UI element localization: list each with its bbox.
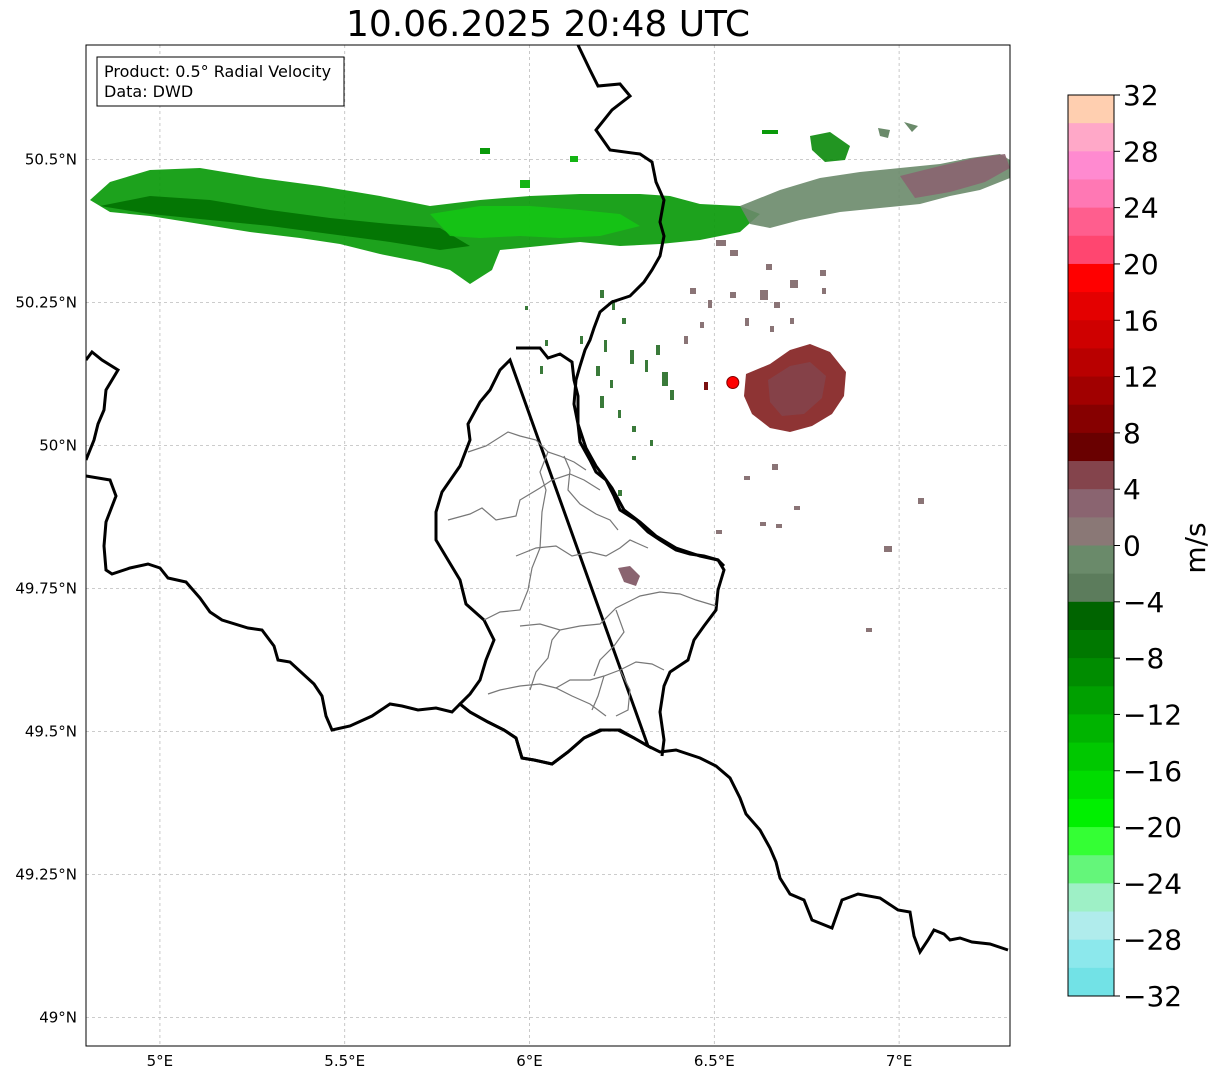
gridlines <box>86 45 1010 1046</box>
colorbar-tick-label: 16 <box>1123 304 1159 337</box>
lat-tick-label: 49.75°N <box>15 579 77 597</box>
border-luxembourg <box>434 346 726 766</box>
colorbar-tick-label: −32 <box>1123 980 1182 1013</box>
echo-band-east-mauve <box>900 154 1010 198</box>
lon-tick-label: 7°E <box>886 1052 913 1070</box>
echo-band-green-dark <box>100 196 470 250</box>
colorbar-segment <box>1068 686 1114 715</box>
colorbar-segment <box>1068 883 1114 913</box>
longitude-tick-labels: 5°E 5.5°E 6°E 6.5°E 7°E <box>147 1052 913 1070</box>
colorbar-segment <box>1068 545 1114 575</box>
lat-tick-label: 50.25°N <box>15 293 77 311</box>
colorbar-tick-labels: 32 28 24 20 16 12 8 4 0 −4 −8 −12 −16 −20 −24 −28 −32 <box>1114 79 1182 1013</box>
colorbar-segment <box>1068 658 1114 687</box>
lat-tick-label: 50.5°N <box>25 150 77 168</box>
colorbar-tick-label: −12 <box>1123 698 1182 731</box>
lat-tick-label: 49.5°N <box>25 722 77 740</box>
colorbar-tick-label: 12 <box>1123 361 1159 394</box>
map-area <box>85 44 1011 1047</box>
colorbar-segment <box>1068 798 1114 828</box>
colorbar-unit-label: m/s <box>1179 522 1212 573</box>
map-borders <box>86 45 1009 956</box>
colorbar-segment <box>1068 292 1114 321</box>
luxembourg-districts <box>447 431 717 717</box>
colorbar-segment <box>1068 263 1114 293</box>
echo-small-1 <box>480 148 490 154</box>
colorbar-tick-label: −20 <box>1123 811 1182 844</box>
lat-tick-label: 50°N <box>39 436 77 454</box>
colorbar-tick-label: −4 <box>1123 586 1164 619</box>
colorbar-tick-label: −16 <box>1123 755 1182 788</box>
colorbar-tick-label: −8 <box>1123 642 1164 675</box>
colorbar-segment <box>1068 601 1114 631</box>
colorbar-tick-label: 20 <box>1123 248 1159 281</box>
colorbar-segment <box>1068 461 1114 490</box>
info-product-text: Product: 0.5° Radial Velocity <box>104 62 331 81</box>
colorbar-segment <box>1068 517 1114 546</box>
latitude-tick-labels: 50.5°N 50.25°N 50°N 49.75°N 49.5°N 49.25°N 49°… <box>15 150 77 1026</box>
colorbar-segment <box>1068 573 1114 603</box>
echo-band-green <box>90 168 760 284</box>
colorbar-segment <box>1068 939 1114 969</box>
radar-echoes <box>90 122 1010 632</box>
echo-cell-ne2 <box>878 128 890 138</box>
colorbar-segment <box>1068 207 1114 237</box>
radar-site-marker[interactable] <box>726 375 740 389</box>
colorbar-segment <box>1068 489 1114 518</box>
colorbar-segment <box>1068 376 1114 406</box>
colorbar: 32 28 24 20 16 12 8 4 0 −4 −8 −12 −16 −20 −24 −28 −32 m/… <box>1067 79 1212 1013</box>
echo-cell-ne3 <box>904 122 918 132</box>
colorbar-segment <box>1068 179 1114 209</box>
colorbar-segment <box>1068 967 1114 997</box>
echo-small-2 <box>570 156 578 162</box>
colorbar-segment <box>1068 123 1114 152</box>
colorbar-segments <box>1068 95 1114 997</box>
colorbar-segment <box>1068 320 1114 349</box>
echo-small-4 <box>762 130 778 134</box>
colorbar-segment <box>1068 235 1114 265</box>
colorbar-tick-label: 4 <box>1123 473 1141 506</box>
colorbar-segment <box>1068 432 1114 462</box>
map-title: 10.06.2025 20:48 UTC <box>345 4 751 45</box>
colorbar-segment <box>1068 742 1114 772</box>
echo-receding-small <box>704 382 708 390</box>
colorbar-segment <box>1068 770 1114 800</box>
colorbar-tick-label: −24 <box>1123 867 1182 900</box>
lon-tick-label: 6.5°E <box>694 1052 735 1070</box>
echo-ring-clutter <box>525 290 674 496</box>
colorbar-segment <box>1068 95 1114 124</box>
lon-tick-label: 6°E <box>516 1052 543 1070</box>
colorbar-tick-label: 24 <box>1123 192 1159 225</box>
info-data-text: Data: DWD <box>104 82 193 101</box>
echo-ring-mauve <box>684 240 924 632</box>
colorbar-segment <box>1068 827 1114 856</box>
echo-receding-cell-mauve <box>768 362 826 416</box>
lat-tick-label: 49°N <box>39 1008 77 1026</box>
colorbar-segment <box>1068 855 1114 884</box>
echo-cell-ne <box>810 132 850 162</box>
map-frame <box>85 44 1011 1047</box>
echo-small-3 <box>520 180 530 188</box>
border-belgium-west <box>86 349 121 461</box>
info-box-frame <box>96 56 345 107</box>
colorbar-tick-label: 8 <box>1123 417 1141 450</box>
info-box: Product: 0.5° Radial Velocity Data: DWD <box>96 56 345 107</box>
echo-band-bright-green <box>430 206 640 238</box>
lat-tick-label: 49.25°N <box>15 865 77 883</box>
colorbar-segment <box>1068 348 1114 378</box>
colorbar-tick-label: 0 <box>1123 530 1141 563</box>
echo-lux-cell <box>618 566 640 586</box>
border-germany-west <box>572 45 726 568</box>
lon-tick-label: 5.5°E <box>324 1052 365 1070</box>
colorbar-segment <box>1068 151 1114 180</box>
colorbar-segment <box>1068 404 1114 434</box>
colorbar-tick-label: −28 <box>1123 924 1182 957</box>
colorbar-tick-label: 32 <box>1123 79 1159 112</box>
colorbar-segment <box>1068 911 1114 941</box>
colorbar-tick-label: 28 <box>1123 135 1159 168</box>
colorbar-segment <box>1068 714 1114 744</box>
lon-tick-label: 5°E <box>147 1052 174 1070</box>
colorbar-segment <box>1068 629 1114 659</box>
